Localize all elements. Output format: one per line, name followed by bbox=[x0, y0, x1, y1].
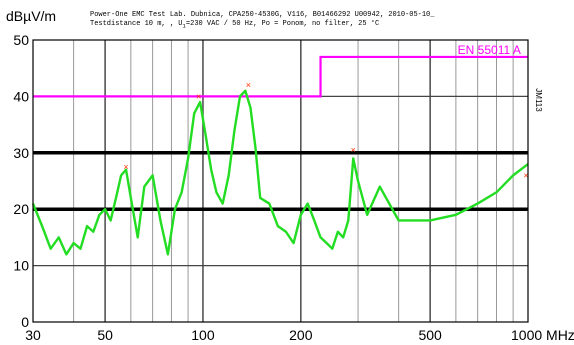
y-tick-label: 40 bbox=[13, 88, 29, 104]
grid bbox=[33, 40, 528, 322]
peak-markers: × × × × × bbox=[123, 80, 528, 180]
measurement-group bbox=[31, 89, 529, 256]
y-tick-label: 10 bbox=[13, 258, 29, 274]
limit-line bbox=[33, 55, 528, 98]
x-tick-label: 500 bbox=[418, 327, 442, 343]
peak-marker: × bbox=[351, 145, 356, 155]
header-line-1: Power-One EMC Test Lab. Dubnica, CPA250-… bbox=[90, 11, 435, 19]
plot-frame bbox=[32, 39, 529, 323]
header-line-2-text: Testdistance 10 m, , U bbox=[90, 20, 183, 28]
header-line-2-rest: =230 VAC / 50 Hz, Po = Ponom, no filter,… bbox=[185, 20, 380, 28]
limit-line-group: EN 55011 A bbox=[33, 43, 528, 98]
header-line-2-subscript: 1 bbox=[182, 22, 186, 30]
y-tick-label: 0 bbox=[21, 314, 29, 330]
y-axis-label: dBµV/m bbox=[6, 8, 57, 24]
peak-marker: × bbox=[523, 170, 528, 180]
x-tick-label: 50 bbox=[97, 327, 113, 343]
limit-line-label: EN 55011 A bbox=[458, 43, 521, 57]
y-tick-label: 50 bbox=[13, 32, 29, 48]
axis-labels: 0 10 20 30 40 50 30 50 100 200 500 1000 MHz JM113 bbox=[13, 32, 574, 343]
frame-border bbox=[32, 39, 529, 323]
y-tick-label: 30 bbox=[13, 145, 29, 161]
measurement-trace bbox=[31, 89, 529, 256]
peak-marker: × bbox=[123, 162, 128, 172]
y-tick-label: 20 bbox=[13, 201, 29, 217]
peak-marker: × bbox=[196, 91, 201, 101]
x-tick-label: 100 bbox=[191, 327, 215, 343]
x-tick-label: 30 bbox=[25, 327, 41, 343]
side-label: JM113 bbox=[534, 88, 543, 112]
x-tick-label: 1000 MHz bbox=[511, 327, 574, 343]
x-tick-label: 200 bbox=[289, 327, 313, 343]
header-line-2: Testdistance 10 m, , U1=230 VAC / 50 Hz,… bbox=[90, 20, 379, 30]
peak-marker: × bbox=[246, 80, 251, 90]
